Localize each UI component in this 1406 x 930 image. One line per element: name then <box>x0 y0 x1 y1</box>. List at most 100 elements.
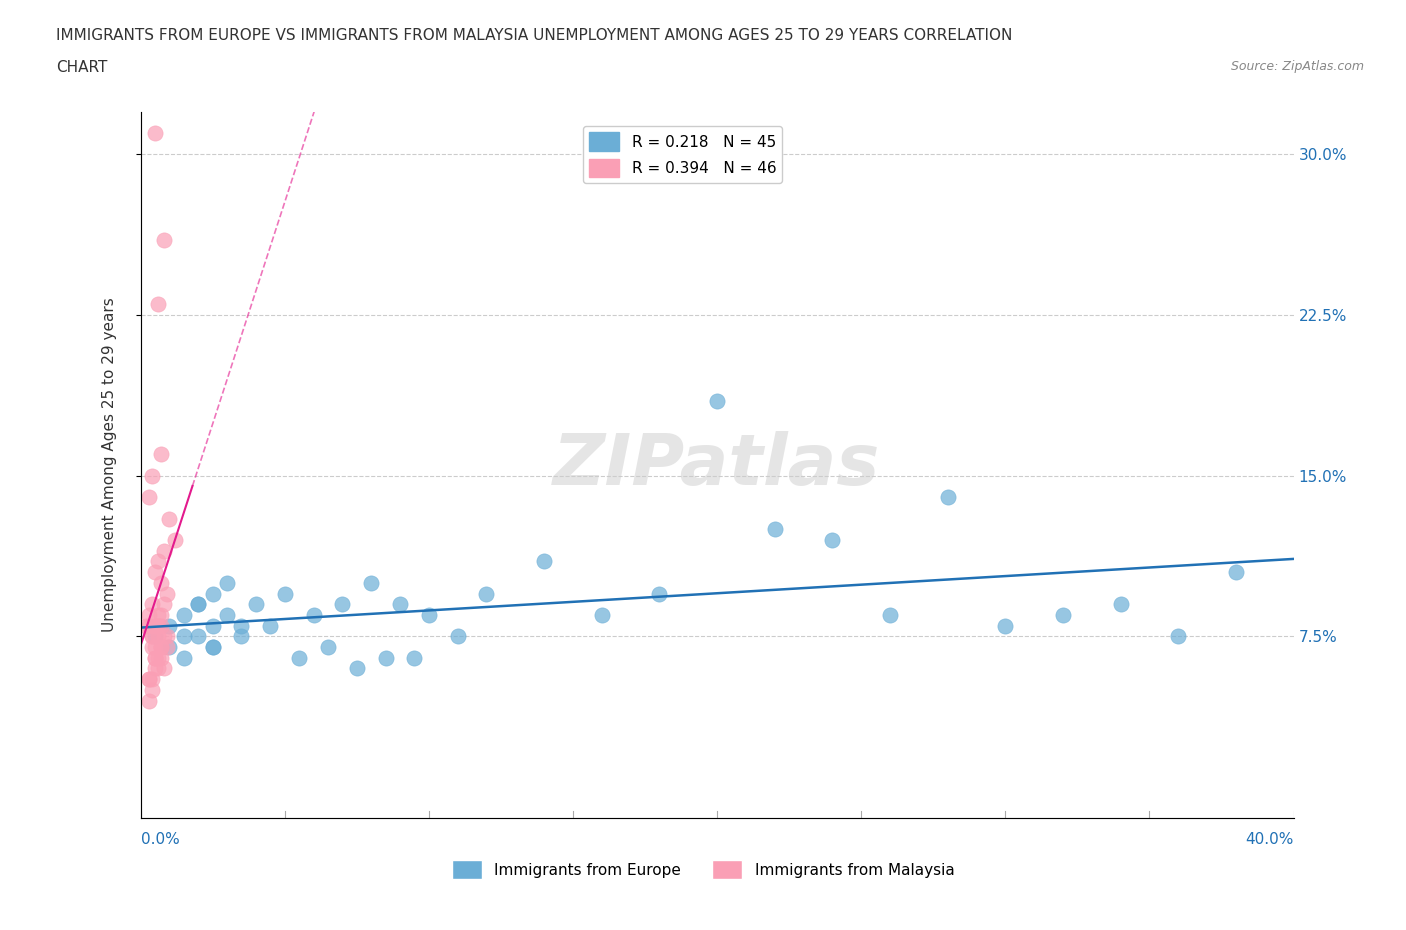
Malaysia <box>165 533 187 548</box>
Malaysia <box>146 629 169 644</box>
Europe <box>274 586 297 601</box>
Malaysia <box>146 618 169 633</box>
Malaysia <box>159 512 180 526</box>
Malaysia <box>135 618 157 633</box>
Europe <box>217 576 239 591</box>
Europe <box>143 629 166 644</box>
Malaysia <box>146 661 169 676</box>
Europe <box>1109 597 1132 612</box>
Europe <box>288 650 311 665</box>
Malaysia <box>146 297 169 312</box>
Malaysia <box>138 490 160 505</box>
Europe <box>259 618 281 633</box>
Text: ZIPatlas: ZIPatlas <box>554 431 880 499</box>
Europe <box>173 607 195 622</box>
Text: CHART: CHART <box>56 60 108 75</box>
Europe <box>231 629 253 644</box>
Malaysia <box>143 640 166 655</box>
Y-axis label: Unemployment Among Ages 25 to 29 years: Unemployment Among Ages 25 to 29 years <box>103 298 117 632</box>
Europe <box>821 533 844 548</box>
Europe <box>533 554 555 569</box>
Malaysia <box>141 629 163 644</box>
Malaysia <box>138 671 160 686</box>
Europe <box>763 522 786 537</box>
Europe <box>418 607 440 622</box>
Europe <box>388 597 411 612</box>
Malaysia <box>149 576 172 591</box>
Malaysia <box>149 618 172 633</box>
Malaysia <box>149 650 172 665</box>
Europe <box>1052 607 1074 622</box>
Malaysia <box>138 607 160 622</box>
Europe <box>879 607 901 622</box>
Malaysia <box>138 693 160 708</box>
Malaysia <box>149 640 172 655</box>
Europe <box>302 607 325 622</box>
Malaysia <box>141 683 163 698</box>
Text: Source: ZipAtlas.com: Source: ZipAtlas.com <box>1230 60 1364 73</box>
Malaysia <box>143 650 166 665</box>
Malaysia <box>143 618 166 633</box>
Europe <box>591 607 613 622</box>
Malaysia <box>146 618 169 633</box>
Europe <box>187 629 209 644</box>
Legend: R = 0.218   N = 45, R = 0.394   N = 46: R = 0.218 N = 45, R = 0.394 N = 46 <box>582 126 782 183</box>
Malaysia <box>141 597 163 612</box>
Europe <box>187 597 209 612</box>
Text: 40.0%: 40.0% <box>1246 832 1294 847</box>
Malaysia <box>149 640 172 655</box>
Europe <box>187 597 209 612</box>
Europe <box>447 629 470 644</box>
Malaysia <box>146 650 169 665</box>
Malaysia <box>152 597 174 612</box>
Europe <box>936 490 959 505</box>
Europe <box>217 607 239 622</box>
Europe <box>231 618 253 633</box>
Malaysia <box>149 446 172 461</box>
Malaysia <box>141 640 163 655</box>
Malaysia <box>152 629 174 644</box>
Malaysia <box>152 232 174 247</box>
Europe <box>1167 629 1189 644</box>
Europe <box>173 650 195 665</box>
Malaysia <box>141 671 163 686</box>
Malaysia <box>155 640 177 655</box>
Text: 0.0%: 0.0% <box>141 832 180 847</box>
Europe <box>346 661 368 676</box>
Text: IMMIGRANTS FROM EUROPE VS IMMIGRANTS FROM MALAYSIA UNEMPLOYMENT AMONG AGES 25 TO: IMMIGRANTS FROM EUROPE VS IMMIGRANTS FRO… <box>56 28 1012 43</box>
Europe <box>159 640 180 655</box>
Malaysia <box>152 543 174 558</box>
Europe <box>159 618 180 633</box>
Malaysia <box>149 607 172 622</box>
Europe <box>994 618 1017 633</box>
Europe <box>1225 565 1247 579</box>
Europe <box>201 586 224 601</box>
Europe <box>245 597 267 612</box>
Malaysia <box>138 618 160 633</box>
Malaysia <box>143 126 166 140</box>
Malaysia <box>152 661 174 676</box>
Europe <box>201 640 224 655</box>
Europe <box>201 618 224 633</box>
Europe <box>173 629 195 644</box>
Malaysia <box>143 650 166 665</box>
Malaysia <box>141 629 163 644</box>
Europe <box>404 650 426 665</box>
Europe <box>316 640 339 655</box>
Europe <box>360 576 382 591</box>
Malaysia <box>146 554 169 569</box>
Europe <box>648 586 671 601</box>
Europe <box>374 650 396 665</box>
Malaysia <box>141 469 163 484</box>
Europe <box>201 640 224 655</box>
Legend: Immigrants from Europe, Immigrants from Malaysia: Immigrants from Europe, Immigrants from … <box>446 855 960 885</box>
Europe <box>706 393 728 408</box>
Malaysia <box>155 586 177 601</box>
Europe <box>475 586 498 601</box>
Malaysia <box>138 671 160 686</box>
Malaysia <box>155 629 177 644</box>
Europe <box>332 597 354 612</box>
Malaysia <box>143 661 166 676</box>
Malaysia <box>143 565 166 579</box>
Malaysia <box>146 607 169 622</box>
